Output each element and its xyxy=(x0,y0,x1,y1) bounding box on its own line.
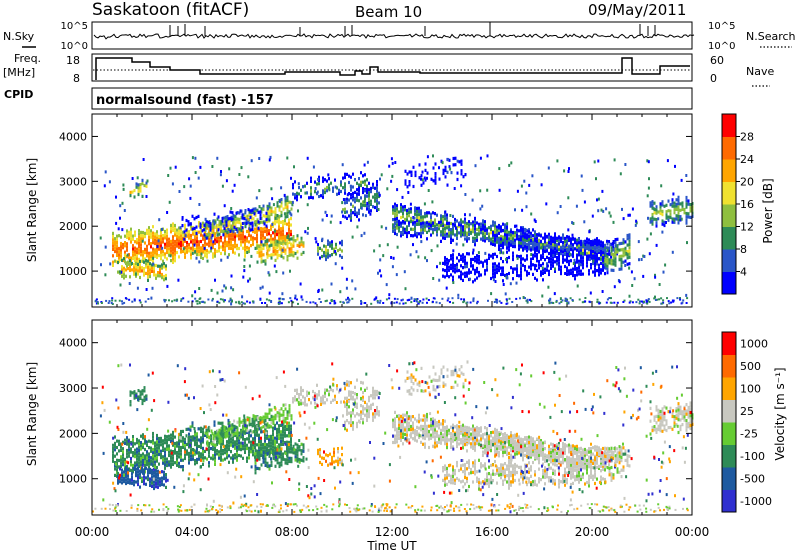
power-ylabel: Slant Range [km] xyxy=(25,158,39,262)
colorbar-segment xyxy=(722,332,736,355)
x-tick-label: 12:00 xyxy=(375,525,410,539)
cpid-bar xyxy=(91,87,693,110)
velocity-axes: 4000 3000 2000 1000 xyxy=(59,320,693,515)
colorbar-tick-label: -1000 xyxy=(740,495,772,508)
colorbar-segment xyxy=(722,159,736,182)
velocity-ylabel: Slant Range [km] xyxy=(25,362,39,466)
colorbar-segment xyxy=(722,377,736,400)
x-tick-label: 16:00 xyxy=(475,525,510,539)
colorbar-segment xyxy=(722,489,736,513)
freq-right-tick-bottom: 0 xyxy=(710,72,717,85)
y-tick-label: 4000 xyxy=(59,130,87,143)
colorbar-tick-label: 500 xyxy=(740,360,761,373)
noise-left-tick-bottom: 10^0 xyxy=(61,41,88,52)
frequency-step-line xyxy=(95,57,690,80)
x-axis-label: Time UT xyxy=(366,539,417,553)
noise-left-tick-top: 10^5 xyxy=(61,21,88,32)
colorbar-segment xyxy=(722,226,736,250)
colorbar-tick-label: -500 xyxy=(740,472,765,485)
colorbar-tick-label: 20 xyxy=(740,176,754,189)
y-tick-label: 3000 xyxy=(59,175,87,188)
freq-label: Freq. xyxy=(14,52,41,65)
power-axes: 4000 3000 2000 1000 xyxy=(59,114,693,307)
colorbar-tick-label: 1000 xyxy=(740,337,768,350)
y-tick-label: 3000 xyxy=(59,382,87,395)
colorbar-segment xyxy=(722,181,736,205)
velocity-colorbar: 1000 500 100 25 -25 -100 -500 -1000 xyxy=(721,331,772,513)
freq-left-tick-top: 18 xyxy=(66,54,80,67)
colorbar-tick-label: 4 xyxy=(740,266,747,279)
noise-right-tick-bottom: 10^0 xyxy=(708,41,735,52)
x-tick-label: 04:00 xyxy=(175,525,210,539)
x-tick-label: 00:00 xyxy=(675,525,710,539)
nave-label: Nave xyxy=(746,65,774,78)
y-tick-label: 1000 xyxy=(59,473,87,486)
colorbar-segment xyxy=(722,399,736,423)
velocity-colorbar-label: Velocity [m s⁻¹] xyxy=(773,367,787,460)
velocity-heatmap-cells xyxy=(92,360,694,514)
noise-spikes xyxy=(169,22,656,36)
x-tick-labels: 00:00 04:00 08:00 12:00 16:00 20:00 00:00 xyxy=(75,525,710,539)
power-heatmap-cells xyxy=(94,154,694,306)
colorbar-tick-label: -100 xyxy=(740,450,765,463)
station-title: Saskatoon (fitACF) xyxy=(92,0,249,20)
colorbar-segment xyxy=(722,354,736,378)
cpid-label: CPID xyxy=(4,88,33,101)
x-tick-label: 08:00 xyxy=(275,525,310,539)
colorbar-segment xyxy=(722,271,736,295)
colorbar-tick-label: -25 xyxy=(740,427,758,440)
noise-sky-line xyxy=(93,33,695,40)
colorbar-tick-label: 100 xyxy=(740,382,761,395)
colorbar-tick-label: 24 xyxy=(740,153,754,166)
power-colorbar-label: Power [dB] xyxy=(761,178,775,243)
colorbar-tick-label: 25 xyxy=(740,405,754,418)
freq-unit-label: [MHz] xyxy=(3,66,35,79)
freq-right-tick-top: 60 xyxy=(710,54,724,67)
colorbar-segment xyxy=(722,467,736,490)
colorbar-tick-label: 16 xyxy=(740,198,754,211)
colorbar-segment xyxy=(722,249,736,272)
x-tick-label: 00:00 xyxy=(75,525,110,539)
colorbar-segment xyxy=(722,204,736,227)
colorbar-segment xyxy=(722,114,736,137)
x-tick-label: 20:00 xyxy=(575,525,610,539)
cpid-value: normalsound (fast) -157 xyxy=(96,93,274,108)
colorbar-segment xyxy=(722,136,736,160)
colorbar-tick-label: 8 xyxy=(740,243,747,256)
y-tick-label: 1000 xyxy=(59,265,87,278)
date-title: 09/May/2011 xyxy=(588,1,686,19)
colorbar-tick-label: 12 xyxy=(740,221,754,234)
freq-panel-frame xyxy=(91,53,693,82)
freq-left-tick-bottom: 8 xyxy=(73,72,80,85)
beam-title: Beam 10 xyxy=(355,3,422,21)
velocity-panel-frame xyxy=(91,319,693,516)
y-tick-label: 2000 xyxy=(59,220,87,233)
colorbar-segment xyxy=(722,444,736,468)
power-colorbar: 28 24 20 16 12 8 4 xyxy=(721,113,754,295)
nsky-label: N.Sky xyxy=(3,30,35,43)
nsearch-label: N.Search xyxy=(746,30,796,43)
y-tick-label: 4000 xyxy=(59,337,87,350)
colorbar-tick-label: 28 xyxy=(740,131,754,144)
y-tick-label: 2000 xyxy=(59,427,87,440)
noise-right-tick-top: 10^5 xyxy=(708,21,735,32)
colorbar-segment xyxy=(722,422,736,445)
